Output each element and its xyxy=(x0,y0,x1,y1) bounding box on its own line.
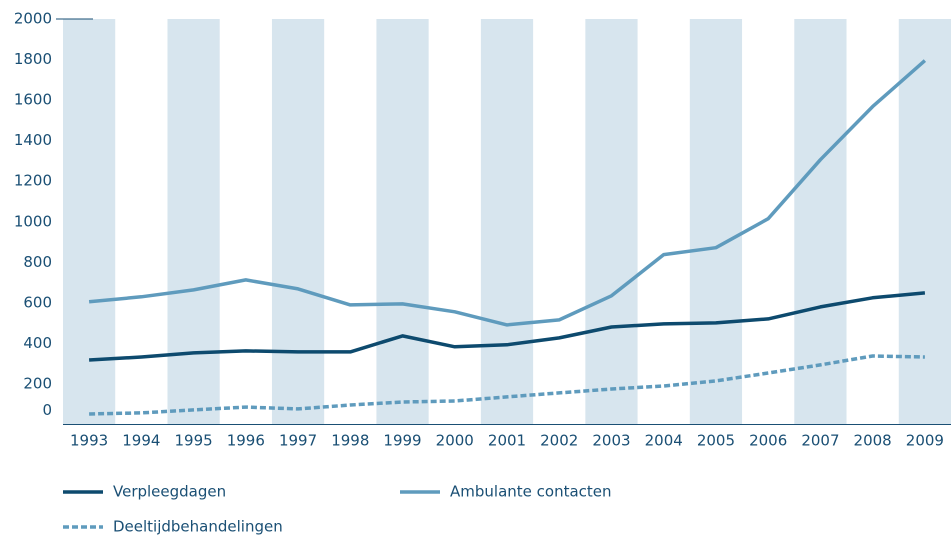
y-tick-label: 600 xyxy=(23,293,52,311)
x-tick-label: 1998 xyxy=(331,432,369,450)
x-tick-label: 2003 xyxy=(592,432,630,450)
y-tick-label: 1200 xyxy=(14,172,52,190)
x-tick-label: 1999 xyxy=(383,432,421,450)
band xyxy=(898,19,951,425)
band xyxy=(585,19,638,425)
band xyxy=(167,19,220,425)
y-tick-label: 1000 xyxy=(14,212,52,230)
x-tick-label: 1993 xyxy=(70,432,108,450)
x-tick-label: 2009 xyxy=(906,432,944,450)
x-tick-label: 1997 xyxy=(279,432,317,450)
x-tick-label: 2004 xyxy=(645,432,683,450)
x-tick-label: 2007 xyxy=(801,432,839,450)
x-tick-label: 2005 xyxy=(697,432,735,450)
line-series xyxy=(88,59,927,327)
x-tick-label: 2000 xyxy=(436,432,474,450)
y-tick-label: 200 xyxy=(23,374,52,392)
legend-label: Ambulante contacten xyxy=(450,483,612,501)
legend-label: Deeltijdbehandelingen xyxy=(113,518,283,536)
band xyxy=(63,19,116,425)
line-series xyxy=(89,354,925,416)
y-tick-label: 2000 xyxy=(14,10,52,28)
y-tick-label: 1800 xyxy=(14,50,52,68)
x-tick-label: 1996 xyxy=(227,432,265,450)
band xyxy=(376,19,429,425)
y-tick-label: 1600 xyxy=(14,91,52,109)
line-series xyxy=(88,291,926,362)
y-tick-label: 0 xyxy=(42,401,52,419)
band xyxy=(271,19,325,425)
x-tick-label: 2008 xyxy=(854,432,892,450)
x-tick-label: 2001 xyxy=(488,432,526,450)
x-tick-label: 2006 xyxy=(749,432,787,450)
band xyxy=(480,19,534,425)
y-tick-label: 1400 xyxy=(14,131,52,149)
band xyxy=(794,19,847,425)
x-tick-label: 1995 xyxy=(174,432,212,450)
x-tick-label: 2002 xyxy=(540,432,578,450)
y-tick-label: 400 xyxy=(23,334,52,352)
legend-label: Verpleegdagen xyxy=(113,483,226,501)
band xyxy=(689,19,743,425)
y-tick-label: 800 xyxy=(23,253,52,271)
x-tick-label: 1994 xyxy=(122,432,160,450)
